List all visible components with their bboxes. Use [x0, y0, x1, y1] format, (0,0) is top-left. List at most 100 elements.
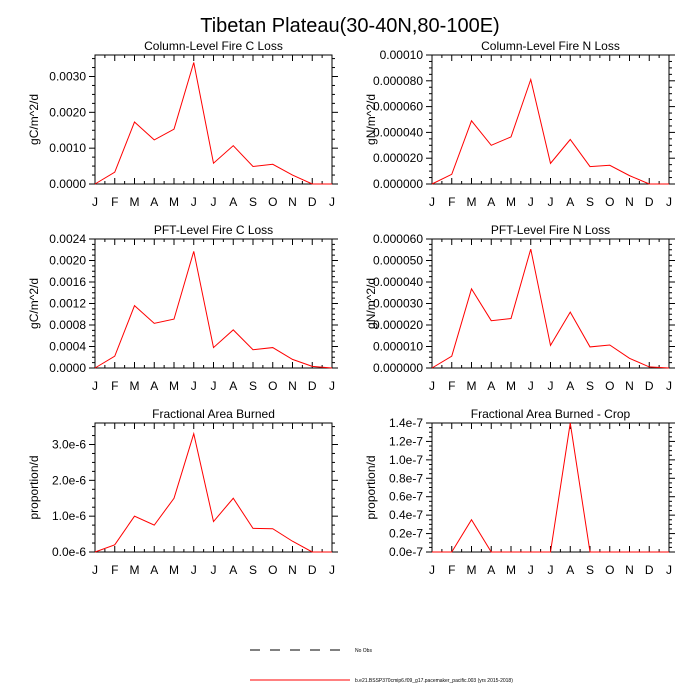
x-tick-label: J [528, 563, 534, 577]
y-tick-label: 1.2e-7 [389, 434, 423, 448]
x-tick-label: N [288, 563, 297, 577]
y-tick-label: 0.000060 [373, 232, 423, 246]
x-tick-label: S [586, 195, 594, 209]
x-tick-label: J [211, 563, 217, 577]
x-tick-label: O [268, 379, 277, 393]
figure-title: Tibetan Plateau(30-40N,80-100E) [200, 15, 499, 37]
y-axis-label: gC/m^2/d [27, 94, 41, 145]
y-tick-label: 2.0e-6 [52, 473, 86, 487]
y-tick-label: 1.0e-7 [389, 453, 423, 467]
x-tick-label: J [191, 563, 197, 577]
plot-frame [431, 54, 670, 185]
y-tick-label: 0.000040 [373, 275, 423, 289]
y-tick-label: 0.000080 [373, 74, 423, 88]
x-tick-label: A [150, 563, 158, 577]
x-tick-label: S [586, 563, 594, 577]
plot-frame [431, 422, 670, 553]
y-tick-label: 0.0008 [49, 318, 86, 332]
series-line [94, 431, 332, 553]
x-tick-label: A [566, 379, 574, 393]
x-tick-label: S [249, 563, 257, 577]
x-tick-label: N [625, 195, 634, 209]
x-tick-label: F [111, 195, 118, 209]
x-tick-label: J [429, 195, 435, 209]
x-tick-label: A [150, 195, 158, 209]
plot-frame [94, 422, 333, 553]
y-tick-label: 0.0030 [49, 70, 86, 84]
x-tick-label: F [111, 379, 118, 393]
y-tick-label: 0.0010 [49, 141, 86, 155]
x-tick-label: J [329, 563, 335, 577]
x-tick-label: M [506, 563, 516, 577]
x-tick-label: A [229, 379, 237, 393]
y-tick-label: 1.0e-6 [52, 509, 86, 523]
y-tick-label: 0.00010 [380, 48, 424, 62]
x-tick-label: M [467, 563, 477, 577]
y-tick-label: 0.000010 [373, 340, 423, 354]
chart-title: Fractional Area Burned [152, 407, 275, 421]
x-tick-label: N [625, 563, 634, 577]
x-tick-label: A [229, 563, 237, 577]
x-tick-label: O [268, 195, 277, 209]
y-tick-label: 1.4e-7 [389, 416, 423, 430]
y-tick-label: 0.000000 [373, 177, 423, 191]
y-tick-label: 0.0012 [49, 297, 86, 311]
y-tick-label: 0.000020 [373, 318, 423, 332]
y-tick-label: 0.0e-6 [52, 545, 86, 559]
y-tick-label: 0.0020 [49, 105, 86, 119]
y-axis-label: gC/m^2/d [27, 278, 41, 329]
x-tick-label: J [666, 195, 672, 209]
series-line [432, 422, 669, 553]
y-tick-label: 0.000040 [373, 125, 423, 139]
y-tick-label: 3.0e-6 [52, 438, 86, 452]
y-tick-label: 0.0024 [49, 232, 86, 246]
series-line [94, 62, 332, 185]
x-tick-label: M [130, 195, 140, 209]
x-tick-label: O [605, 563, 614, 577]
chart-title: Column-Level Fire N Loss [481, 39, 620, 53]
x-tick-label: F [448, 195, 455, 209]
x-tick-label: S [249, 379, 257, 393]
x-tick-label: J [92, 195, 98, 209]
x-tick-label: A [566, 563, 574, 577]
x-tick-label: J [211, 379, 217, 393]
x-tick-label: A [566, 195, 574, 209]
x-tick-label: J [92, 563, 98, 577]
x-tick-label: M [169, 379, 179, 393]
x-tick-label: A [229, 195, 237, 209]
x-tick-label: F [111, 563, 118, 577]
x-tick-label: J [666, 379, 672, 393]
x-tick-label: M [130, 379, 140, 393]
x-tick-label: J [548, 563, 554, 577]
x-tick-label: J [329, 379, 335, 393]
y-tick-label: 0.0e-7 [389, 545, 423, 559]
x-tick-label: S [249, 195, 257, 209]
x-tick-label: J [191, 195, 197, 209]
y-tick-label: 0.0000 [49, 361, 86, 375]
x-tick-label: N [288, 379, 297, 393]
x-tick-label: D [308, 195, 317, 209]
y-tick-label: 0.8e-7 [389, 471, 423, 485]
y-tick-label: 0.0020 [49, 254, 86, 268]
x-tick-label: D [645, 195, 654, 209]
x-tick-label: A [487, 195, 495, 209]
x-tick-label: M [467, 379, 477, 393]
y-axis-label: gN/m^2/d [364, 94, 378, 145]
series-line [431, 248, 670, 369]
y-tick-label: 0.0016 [49, 275, 86, 289]
series-line [431, 77, 669, 185]
x-tick-label: F [448, 563, 455, 577]
x-tick-label: A [487, 563, 495, 577]
x-tick-label: F [448, 379, 455, 393]
y-axis-label: proportion/d [364, 455, 378, 519]
x-tick-label: M [130, 563, 140, 577]
x-tick-label: D [645, 563, 654, 577]
x-tick-label: N [625, 379, 634, 393]
y-tick-label: 0.4e-7 [389, 508, 423, 522]
x-tick-label: J [528, 379, 534, 393]
x-tick-label: J [666, 563, 672, 577]
